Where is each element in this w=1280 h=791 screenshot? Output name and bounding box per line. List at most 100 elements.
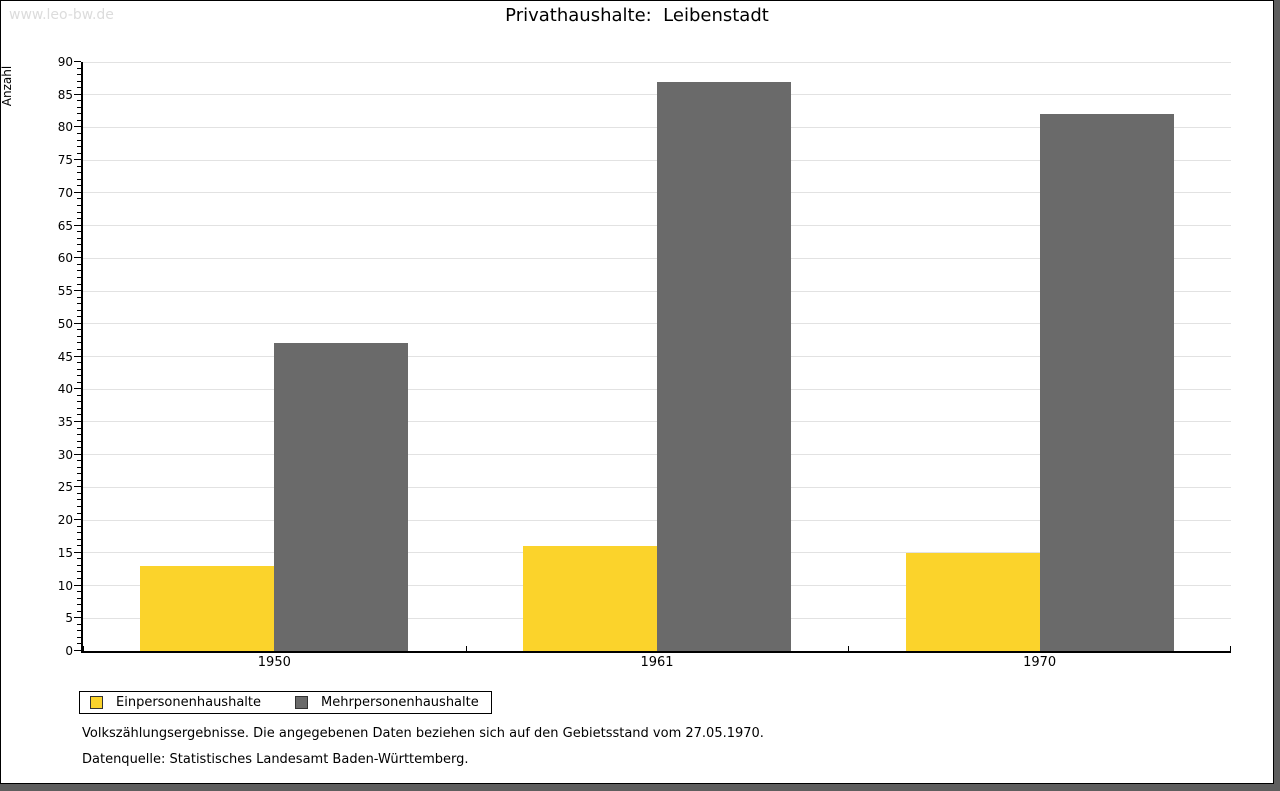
y-tick-label-35: 35 bbox=[57, 414, 73, 429]
y-tick-minor-8 bbox=[77, 597, 81, 599]
y-tick-minor-42 bbox=[77, 375, 81, 377]
x-axis-separator-tick-3 bbox=[1230, 646, 1231, 651]
y-axis-title: Anzahl bbox=[0, 65, 15, 107]
y-tick-minor-56 bbox=[77, 283, 81, 285]
y-tick-minor-46 bbox=[77, 348, 81, 350]
y-tick-minor-79 bbox=[77, 133, 81, 134]
y-tick-minor-52 bbox=[77, 309, 81, 311]
y-tick-minor-78 bbox=[77, 139, 81, 141]
y-tick-label-5: 5 bbox=[65, 611, 73, 626]
y-tick-minor-89 bbox=[77, 67, 81, 69]
y-tick-minor-27 bbox=[77, 473, 81, 475]
y-tick-minor-47 bbox=[77, 342, 81, 344]
y-tick-label-90: 90 bbox=[57, 55, 73, 69]
y-tick-major-75 bbox=[74, 159, 81, 161]
plot-area: 0 5 10 15 20 25 30 35 40 45 50 55 60 65 70 75 80 85 90 1950… bbox=[58, 55, 1231, 670]
y-tick-minor-88 bbox=[77, 74, 81, 76]
y-tick-minor-64 bbox=[77, 231, 81, 233]
y-tick-minor-54 bbox=[77, 296, 81, 298]
y-tick-minor-36 bbox=[77, 414, 81, 416]
y-tick-minor-59 bbox=[77, 263, 81, 265]
y-tick-minor-49 bbox=[77, 329, 81, 331]
y-tick-minor-87 bbox=[77, 80, 81, 82]
y-tick-minor-14 bbox=[77, 558, 81, 560]
y-tick-major-0 bbox=[74, 650, 81, 651]
y-tick-minor-57 bbox=[77, 276, 81, 278]
y-tick-label-25: 25 bbox=[57, 480, 73, 495]
y-tick-minor-63 bbox=[77, 237, 81, 239]
y-tick-major-5 bbox=[74, 617, 81, 619]
y-tick-minor-29 bbox=[77, 460, 81, 462]
watermark: www.leo-bw.de bbox=[9, 7, 114, 23]
footer-note-source-date: Volkszählungsergebnisse. Die angegebenen… bbox=[82, 726, 764, 741]
y-tick-minor-9 bbox=[77, 591, 81, 593]
y-tick-minor-71 bbox=[77, 185, 81, 187]
y-tick-major-10 bbox=[74, 584, 81, 586]
y-tick-label-60: 60 bbox=[57, 251, 73, 266]
y-tick-label-75: 75 bbox=[57, 153, 73, 168]
y-tick-minor-68 bbox=[77, 204, 81, 206]
y-tick-minor-23 bbox=[77, 499, 81, 501]
y-tick-major-20 bbox=[74, 519, 81, 521]
y-tick-minor-21 bbox=[77, 512, 81, 514]
y-tick-minor-24 bbox=[77, 492, 81, 494]
y-tick-minor-3 bbox=[77, 630, 81, 632]
legend-swatch-mehrpersonenhaushalte bbox=[295, 696, 308, 709]
y-tick-minor-4 bbox=[77, 623, 81, 625]
y-tick-minor-31 bbox=[77, 447, 81, 449]
y-tick-minor-38 bbox=[77, 401, 81, 403]
legend-item-mehrpersonenhaushalte: Mehrpersonenhaushalte bbox=[295, 695, 479, 710]
y-tick-major-80 bbox=[74, 126, 81, 128]
y-tick-minor-61 bbox=[77, 250, 81, 252]
legend-item-einpersonenhaushalte: Einpersonenhaushalte bbox=[90, 695, 261, 710]
y-tick-minor-34 bbox=[77, 427, 81, 429]
y-tick-minor-19 bbox=[77, 525, 81, 527]
y-tick-minor-72 bbox=[77, 178, 81, 180]
y-tick-minor-62 bbox=[77, 244, 81, 246]
y-tick-major-65 bbox=[74, 224, 81, 226]
y-tick-minor-6 bbox=[77, 610, 81, 612]
y-tick-minor-77 bbox=[77, 146, 81, 148]
y-tick-minor-74 bbox=[77, 165, 81, 167]
legend: Einpersonenhaushalte Mehrpersonenhaushal… bbox=[79, 691, 492, 714]
y-tick-minor-76 bbox=[77, 152, 81, 154]
y-tick-label-55: 55 bbox=[57, 284, 73, 299]
y-tick-major-90 bbox=[74, 61, 81, 62]
y-tick-label-45: 45 bbox=[57, 349, 73, 364]
y-tick-minor-84 bbox=[77, 100, 81, 102]
y-tick-minor-58 bbox=[77, 270, 81, 272]
y-tick-label-0: 0 bbox=[65, 644, 73, 658]
x-axis-separator-tick-0 bbox=[83, 646, 84, 651]
y-tick-minor-67 bbox=[77, 211, 81, 213]
y-tick-label-40: 40 bbox=[57, 382, 73, 397]
y-tick-minor-86 bbox=[77, 87, 81, 89]
y-tick-minor-32 bbox=[77, 440, 81, 442]
y-tick-label-65: 65 bbox=[57, 218, 73, 233]
bar-einpersonenhaushalte-1950 bbox=[140, 565, 275, 651]
bar-einpersonenhaushalte-1961 bbox=[523, 546, 657, 651]
y-tick-minor-83 bbox=[77, 106, 81, 108]
y-tick-label-50: 50 bbox=[57, 316, 73, 331]
x-category-label-1961: 1961 bbox=[640, 655, 674, 670]
x-axis-separator-tick-1 bbox=[465, 646, 467, 651]
y-tick-major-15 bbox=[74, 551, 81, 553]
x-category-label-1950: 1950 bbox=[257, 655, 291, 670]
y-tick-minor-13 bbox=[77, 564, 81, 566]
y-tick-minor-51 bbox=[77, 316, 81, 318]
y-tick-minor-53 bbox=[77, 303, 81, 305]
y-tick-major-40 bbox=[74, 388, 81, 390]
y-tick-label-70: 70 bbox=[57, 185, 73, 200]
y-tick-label-85: 85 bbox=[57, 87, 73, 102]
legend-label-einpersonenhaushalte: Einpersonenhaushalte bbox=[116, 695, 261, 710]
y-tick-major-50 bbox=[74, 322, 81, 324]
y-tick-minor-1 bbox=[77, 643, 81, 645]
y-tick-minor-66 bbox=[77, 218, 81, 220]
y-tick-minor-37 bbox=[77, 407, 81, 409]
legend-label-mehrpersonenhaushalte: Mehrpersonenhaushalte bbox=[321, 695, 479, 710]
y-tick-minor-41 bbox=[77, 381, 81, 383]
y-tick-minor-16 bbox=[77, 545, 81, 547]
x-axis-separator-tick-2 bbox=[848, 646, 850, 651]
legend-swatch-einpersonenhaushalte bbox=[90, 696, 103, 709]
y-tick-major-30 bbox=[74, 453, 81, 455]
